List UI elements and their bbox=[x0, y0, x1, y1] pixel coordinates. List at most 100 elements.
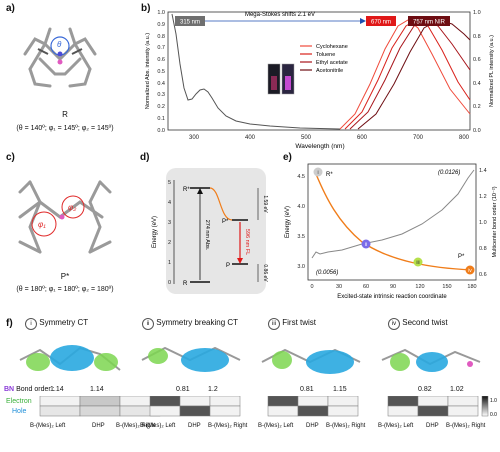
y-tick-label: 0.4 bbox=[157, 81, 165, 87]
label-Rstar: R* bbox=[326, 172, 333, 178]
mark-ii bbox=[361, 239, 371, 249]
pl-curve-cyclohexane bbox=[339, 19, 471, 130]
b-y-ticks-right: 0.0 0.2 0.4 0.6 0.8 1.0 bbox=[473, 10, 481, 134]
bo-ii-left: 0.81 bbox=[176, 386, 190, 393]
pl-curve-ethyl-acetate bbox=[349, 19, 471, 130]
col-label-i-left: B-(Mes)₂ Left bbox=[30, 423, 66, 429]
y-tick-label: 4 bbox=[168, 200, 171, 206]
b-ylabel-right: Normalized PL intensity (a.u.) bbox=[489, 35, 495, 107]
y-tick-label: 0.2 bbox=[157, 104, 165, 110]
y-tick-label-right: 0.6 bbox=[473, 57, 481, 63]
b-xlabel: Wavelength (nm) bbox=[295, 143, 344, 150]
render-i bbox=[19, 345, 121, 371]
e-frame bbox=[307, 163, 477, 281]
y-tick-label: 5 bbox=[168, 180, 171, 186]
y-tick-label: 1.0 bbox=[157, 10, 165, 16]
heatmap-iv bbox=[387, 396, 479, 417]
y-tick-label: 3.5 bbox=[297, 234, 305, 240]
electron-label: Electron bbox=[6, 398, 32, 405]
orbital-renders bbox=[19, 345, 481, 374]
bo-iv-left: 0.82 bbox=[418, 386, 432, 393]
col-label-iv-right: B-(Mes)₂ Right bbox=[446, 423, 486, 429]
conf-R: R bbox=[62, 110, 68, 119]
state-iv-title: iv Second twist bbox=[388, 318, 448, 330]
value-end: (0.0126) bbox=[438, 170, 460, 176]
y-tick-label-right: 1.0 bbox=[473, 10, 481, 16]
x-tick-label: 500 bbox=[301, 135, 312, 141]
vial-blue-liquid bbox=[285, 76, 291, 90]
y-tick-label: 3 bbox=[168, 220, 171, 226]
y-tick-label-right: 0.2 bbox=[473, 104, 481, 110]
y-tick-label: 4.0 bbox=[297, 204, 305, 210]
phi2-label: φ₂ bbox=[68, 203, 76, 212]
panel-label-a: a) bbox=[6, 3, 15, 14]
ct-heatmaps: 1.0 0.0 bbox=[39, 396, 497, 418]
abs-curve bbox=[171, 13, 341, 130]
orange-path bbox=[209, 187, 233, 221]
panel-label-d: d) bbox=[140, 152, 150, 163]
col-label-ii-left: B-(Mes)₂ Left bbox=[140, 423, 176, 429]
x-tick-label: 700 bbox=[413, 135, 424, 141]
params-a: (θ = 140º; φ₁ = 145º; φ₂ = 145º) bbox=[16, 125, 114, 132]
label-Rstar: R* bbox=[183, 187, 190, 193]
state-iii-title: iii First twist bbox=[268, 318, 316, 330]
y-tick-label-right: 0.8 bbox=[473, 34, 481, 40]
bo-i-left: 1.14 bbox=[50, 386, 64, 393]
d-y-ticks: 0 1 2 3 4 5 bbox=[168, 180, 171, 286]
y-tick-label: 0.6 bbox=[157, 57, 165, 63]
col-label-ii-dhp: DHP bbox=[188, 423, 201, 429]
conf-Pstar: P* bbox=[60, 272, 70, 281]
colorbar bbox=[481, 396, 489, 417]
x-tick-label: 60 bbox=[363, 284, 369, 290]
y-tick-label: 0.7 bbox=[157, 45, 165, 51]
x-tick-label: 180 bbox=[467, 284, 476, 290]
tag-757-box bbox=[408, 16, 450, 26]
panel-label-b: b) bbox=[141, 3, 151, 14]
e-y-ticks-right: 0.6 0.8 1.0 1.2 1.4 bbox=[479, 168, 487, 278]
legend-ethyl-acetate: Ethyl acetate bbox=[316, 60, 348, 66]
phi1-label: φ₁ bbox=[38, 220, 46, 229]
y-tick-label: 2 bbox=[168, 240, 171, 246]
bo-i-right: 1.14 bbox=[90, 386, 104, 393]
svg-text:ii: ii bbox=[365, 242, 367, 248]
col-label-iii-left: B-(Mes)₂ Left bbox=[258, 423, 294, 429]
x-tick-label: 150 bbox=[442, 284, 451, 290]
y-tick-label: 3.0 bbox=[297, 264, 305, 270]
x-tick-label: 300 bbox=[189, 135, 200, 141]
panel-label-f: f) bbox=[6, 318, 13, 329]
gap-159: 1.59 eV bbox=[262, 195, 268, 213]
svg-text:iv: iv bbox=[468, 268, 472, 274]
svg-text:i: i bbox=[317, 170, 318, 176]
fl-text: 596 nm FL bbox=[244, 229, 250, 255]
value-start: (0.0056) bbox=[316, 270, 338, 276]
stokes-arrow-head bbox=[360, 18, 366, 24]
col-label-iv-left: B-(Mes)₂ Left bbox=[378, 423, 414, 429]
tag-315-box bbox=[175, 16, 205, 26]
params-c: (θ = 180º; φ₁ = 180º; φ₂ = 180º) bbox=[16, 286, 114, 293]
y-tick-label: 0.9 bbox=[157, 22, 165, 28]
molecule-R-image: θ bbox=[23, 27, 97, 88]
y-tick-label-right: 1.4 bbox=[479, 168, 487, 174]
bo-iii-right: 1.15 bbox=[333, 386, 347, 393]
state-ii-title: ii Symmetry breaking CT bbox=[142, 318, 238, 330]
e-x-ticks: 0 30 60 90 120 150 180 bbox=[310, 284, 476, 290]
legend-cyclohexane: Cyclohexane bbox=[316, 44, 348, 50]
y-tick-label: 0.8 bbox=[157, 34, 165, 40]
y-tick-label-right: 0.4 bbox=[473, 81, 481, 87]
legend-acetonitrile: Acetonitrile bbox=[316, 68, 343, 74]
x-tick-label: 120 bbox=[415, 284, 424, 290]
colorbar-min: 0.0 bbox=[490, 412, 497, 418]
e-xlabel: Excited-state intrinsic reaction coordin… bbox=[337, 294, 447, 300]
mark-iv bbox=[465, 265, 475, 275]
x-tick-label: 90 bbox=[390, 284, 396, 290]
y-tick-label: 0.5 bbox=[157, 69, 165, 75]
theta-label: θ bbox=[57, 40, 62, 49]
label-Pstar: P* bbox=[458, 254, 465, 260]
y-tick-label: 4.5 bbox=[297, 174, 305, 180]
render-iii bbox=[261, 348, 361, 374]
col-label-iii-right: B-(Mes)₂ Right bbox=[326, 423, 366, 429]
e-y-ticks: 3.0 3.5 4.0 4.5 bbox=[297, 174, 305, 270]
render-iv bbox=[381, 348, 481, 372]
x-tick-label: 0 bbox=[310, 284, 313, 290]
y-tick-label: 0 bbox=[168, 280, 171, 286]
